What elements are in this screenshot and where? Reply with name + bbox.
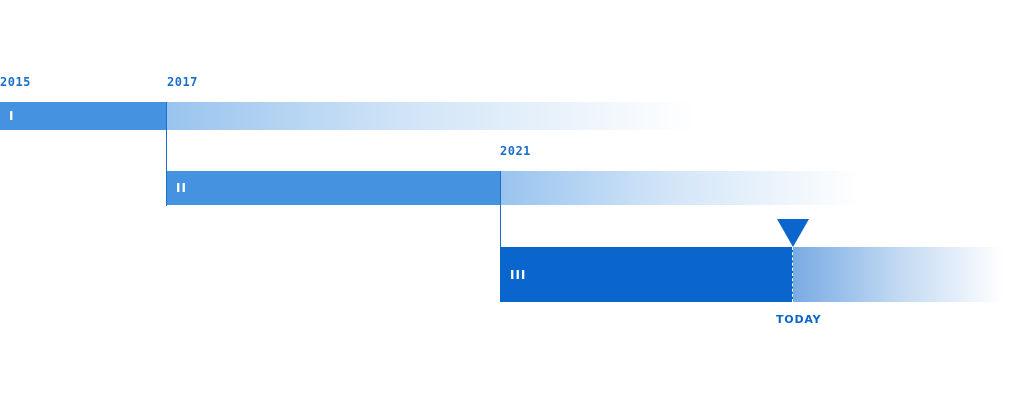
phase-3-numeral: III — [510, 268, 527, 282]
connector-2021 — [499, 171, 501, 302]
today-dashed-line — [792, 247, 793, 302]
connector-2017 — [165, 102, 167, 206]
phase-2-bar: II — [167, 171, 500, 205]
year-label-2021: 2021 — [500, 144, 531, 158]
phase-3-fade — [793, 247, 1003, 302]
phase-3-bar: III — [500, 247, 793, 302]
today-marker-icon — [777, 219, 809, 247]
year-label-2017: 2017 — [167, 75, 198, 89]
year-label-2015: 2015 — [0, 75, 31, 89]
phase-1-bar: I — [0, 102, 166, 130]
phase-2-numeral: II — [176, 181, 187, 195]
phase-2-fade — [500, 171, 860, 205]
phase-1-fade — [166, 102, 696, 130]
today-label: TODAY — [776, 313, 822, 326]
phase-1-numeral: I — [9, 109, 15, 123]
